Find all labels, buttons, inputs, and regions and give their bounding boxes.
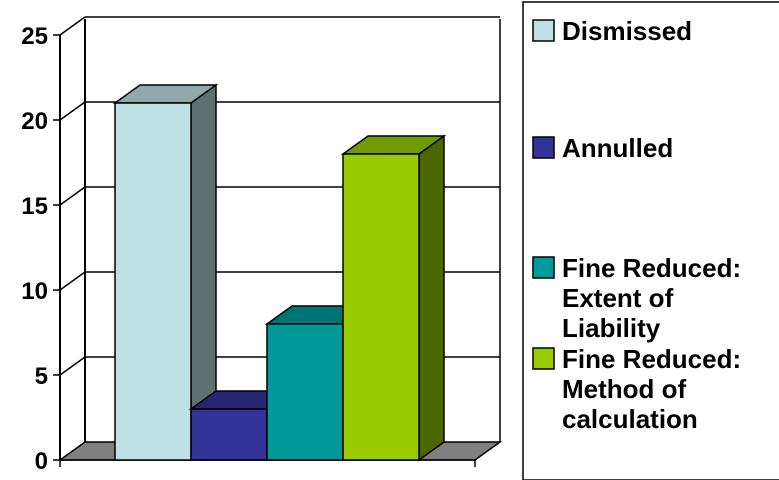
- legend-label: Method of: [562, 374, 687, 404]
- legend-label: Fine Reduced:: [562, 344, 741, 374]
- grid-diagonal: [59, 356, 86, 376]
- legend-item-annulled: Annulled: [532, 133, 673, 163]
- bar-front: [342, 153, 420, 461]
- legend-swatch: [532, 347, 555, 370]
- y-tick-label: 5: [35, 363, 48, 390]
- y-tick-label: 20: [21, 108, 48, 135]
- y-tick-label: 15: [21, 193, 48, 220]
- bar-method: [340, 134, 447, 462]
- bar-front: [266, 323, 344, 461]
- legend-swatch: [532, 19, 555, 42]
- bar-side: [418, 134, 445, 462]
- legend-swatch: [532, 256, 555, 279]
- bar-front: [190, 408, 268, 461]
- legend-swatch: [532, 136, 555, 159]
- legend-label: Liability: [562, 313, 661, 343]
- bar-front: [114, 102, 192, 461]
- grid-diagonal: [59, 186, 86, 206]
- grid-diagonal: [59, 101, 86, 121]
- legend-label: calculation: [562, 404, 698, 434]
- grid-diagonal: [59, 16, 86, 36]
- legend-label: Annulled: [562, 133, 673, 163]
- y-tick-label: 10: [21, 278, 48, 305]
- legend-label: Extent of: [562, 283, 674, 313]
- y-tick-label: 0: [35, 448, 48, 475]
- bars: [112, 83, 447, 462]
- legend-label: Dismissed: [562, 16, 692, 46]
- grid-diagonal: [59, 271, 86, 291]
- y-tick-label: 25: [21, 23, 48, 50]
- legend-item-dismissed: Dismissed: [532, 16, 692, 46]
- y-tick-labels: 0 5 10 15 20 25: [21, 23, 48, 475]
- legend-label: Fine Reduced:: [562, 253, 741, 283]
- legend-box: [522, 1, 779, 480]
- bar-dismissed: [112, 83, 219, 462]
